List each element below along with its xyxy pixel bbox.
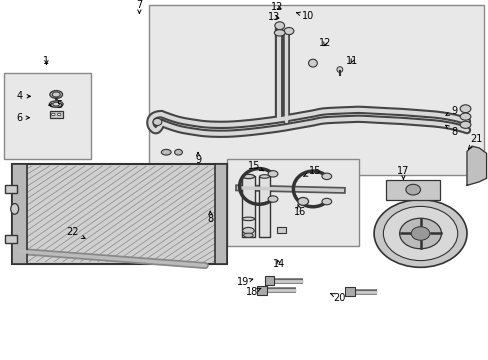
Bar [4,73,91,159]
Text: 6: 6 [17,113,29,123]
Text: 15: 15 [303,166,321,176]
Ellipse shape [274,22,284,30]
Text: 14: 14 [272,259,285,269]
Text: 4: 4 [17,91,30,101]
Bar [227,159,359,246]
Bar [345,287,354,296]
Text: 16: 16 [293,204,306,217]
Text: 17: 17 [396,166,409,179]
Ellipse shape [49,101,63,107]
Text: 18: 18 [245,287,261,297]
Ellipse shape [459,113,470,120]
Bar [259,176,269,237]
Text: 8: 8 [207,211,213,224]
Ellipse shape [274,30,285,36]
Text: 12: 12 [270,2,283,12]
Bar [241,176,255,237]
Text: 10: 10 [296,11,314,21]
Bar [264,276,274,285]
Text: 12: 12 [318,38,331,48]
Bar [5,235,17,243]
Ellipse shape [174,149,182,155]
Ellipse shape [242,174,254,179]
Text: 9: 9 [195,152,201,166]
Text: 7: 7 [136,0,142,13]
Ellipse shape [321,198,331,205]
Ellipse shape [459,105,470,113]
Text: 15: 15 [247,161,263,171]
Ellipse shape [405,184,420,195]
Ellipse shape [336,67,342,72]
Text: 19: 19 [236,277,252,287]
Text: 13: 13 [267,12,280,22]
Bar [386,180,439,200]
Ellipse shape [267,196,277,202]
Circle shape [410,227,429,240]
Bar [12,164,227,264]
Ellipse shape [58,113,61,116]
Ellipse shape [52,113,55,116]
Circle shape [383,206,457,261]
Text: 20: 20 [330,293,346,303]
Ellipse shape [50,91,62,98]
Ellipse shape [242,217,254,221]
Ellipse shape [284,27,293,35]
Text: 9: 9 [445,105,457,116]
Ellipse shape [53,102,60,106]
Ellipse shape [153,118,162,126]
Text: 1: 1 [43,56,49,66]
Bar [257,285,266,295]
Ellipse shape [52,92,60,97]
Polygon shape [466,146,486,185]
Bar [12,164,27,264]
Text: 8: 8 [445,125,457,137]
Bar [215,164,227,264]
Ellipse shape [161,149,171,155]
Text: 21: 21 [468,134,482,149]
Text: 11: 11 [345,56,358,66]
Ellipse shape [267,171,277,177]
Ellipse shape [243,233,253,237]
Ellipse shape [242,228,254,234]
Text: 22: 22 [66,228,85,238]
Ellipse shape [321,173,331,180]
Ellipse shape [259,175,269,178]
Ellipse shape [308,59,317,67]
Circle shape [399,218,441,249]
Bar [50,111,62,118]
Ellipse shape [11,203,19,214]
Text: 5: 5 [49,100,62,110]
Circle shape [373,200,466,267]
Bar [277,227,285,234]
Bar [5,185,17,193]
Ellipse shape [459,121,470,129]
Ellipse shape [297,198,308,205]
Bar [149,5,483,175]
